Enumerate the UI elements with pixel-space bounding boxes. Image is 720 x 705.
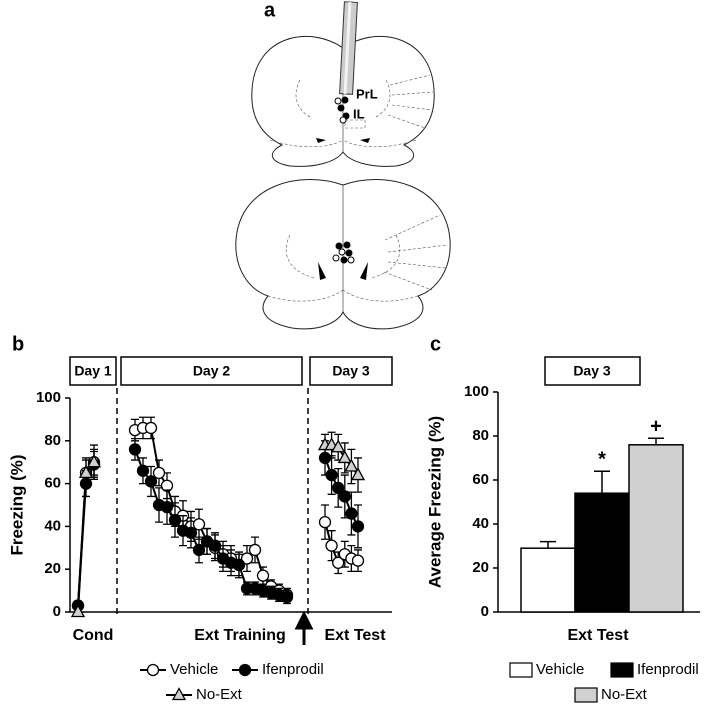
- x-axis-label: Ext Test: [567, 627, 629, 644]
- y-tick-label: 20: [472, 559, 489, 576]
- y-axis-label: Freezing (%): [7, 454, 26, 555]
- marker: [86, 454, 102, 468]
- series-line: [77, 444, 359, 613]
- marker: [332, 556, 345, 569]
- y-tick-label: 0: [53, 603, 61, 620]
- y-tick-label: 80: [44, 432, 61, 449]
- marker: [128, 443, 142, 456]
- marker: [351, 520, 365, 533]
- series-line: [77, 426, 359, 606]
- annotation: +: [650, 415, 662, 437]
- marker: [152, 466, 166, 480]
- y-tick-label: 20: [44, 560, 61, 577]
- legend-label: Ifenprodil: [262, 661, 324, 678]
- y-tick-label: 60: [44, 475, 61, 492]
- series-line: [77, 449, 359, 606]
- marker: [144, 421, 158, 435]
- region-label: IL: [353, 106, 365, 121]
- marker: [331, 439, 346, 453]
- marker: [248, 543, 262, 557]
- marker: [338, 490, 351, 503]
- y-tick-label: 40: [44, 517, 61, 534]
- section-header: Day 3: [332, 363, 370, 379]
- legend-label: No-Ext: [196, 686, 243, 703]
- chart-title: Day 3: [573, 363, 611, 379]
- section-header: Day 2: [193, 363, 231, 379]
- annotation: *: [598, 448, 606, 470]
- y-tick-label: 0: [481, 603, 489, 620]
- marker: [325, 539, 338, 552]
- region-label: PrL: [356, 86, 378, 101]
- error-bar: [648, 437, 664, 445]
- marker: [318, 515, 332, 529]
- y-tick-label: 40: [472, 515, 489, 532]
- legend-marker: [238, 663, 252, 677]
- section-header: Day 1: [74, 363, 112, 379]
- y-tick-label: 80: [472, 427, 489, 444]
- arrow: [294, 610, 314, 645]
- marker: [70, 604, 86, 618]
- placement-dots: [334, 96, 350, 124]
- marker: [344, 458, 359, 472]
- placement-dots: [332, 241, 355, 264]
- marker: [351, 554, 365, 567]
- y-axis-label: Average Freezing (%): [425, 416, 444, 588]
- marker: [232, 558, 246, 572]
- error-bar: [594, 470, 610, 494]
- marker: [345, 507, 358, 520]
- marker: [280, 590, 294, 604]
- legend-swatch: [574, 687, 598, 703]
- legend-label: Ifenprodil: [637, 661, 699, 678]
- marker: [144, 475, 158, 488]
- legend-label: Vehicle: [536, 661, 584, 678]
- marker: [192, 543, 206, 557]
- error-bar: [540, 540, 556, 549]
- bar: [628, 444, 684, 613]
- axis: [69, 398, 392, 613]
- legend-swatch: [509, 662, 533, 678]
- marker: [184, 526, 198, 539]
- section-label: Cond: [73, 627, 114, 644]
- bar: [574, 492, 630, 613]
- marker: [337, 450, 352, 464]
- legend-swatch: [610, 662, 634, 678]
- section-box: [69, 356, 117, 386]
- marker: [325, 468, 338, 482]
- marker: [168, 513, 182, 527]
- marker: [256, 569, 270, 582]
- section-box: [120, 356, 303, 386]
- title-box: [544, 356, 641, 386]
- marker: [160, 500, 174, 514]
- marker: [350, 467, 366, 481]
- marker: [136, 464, 150, 477]
- legend-marker: [146, 663, 160, 677]
- section-label: Ext Training: [194, 627, 286, 644]
- section-box: [309, 356, 393, 386]
- marker: [78, 465, 94, 479]
- section-label: Ext Test: [324, 627, 386, 644]
- panel-label: c: [430, 333, 441, 355]
- y-tick-label: 100: [464, 383, 489, 400]
- panel-label: a: [264, 0, 276, 21]
- legend-label: No-Ext: [601, 686, 648, 703]
- marker: [208, 539, 222, 552]
- marker: [240, 552, 254, 565]
- legend-marker: [171, 687, 187, 701]
- y-tick-label: 100: [36, 389, 61, 406]
- marker: [332, 481, 345, 495]
- panel-label: b: [12, 333, 24, 355]
- legend-label: Vehicle: [170, 661, 218, 678]
- bar: [520, 547, 576, 613]
- marker: [192, 518, 206, 531]
- y-tick-label: 60: [472, 471, 489, 488]
- cannula: [339, 1, 358, 95]
